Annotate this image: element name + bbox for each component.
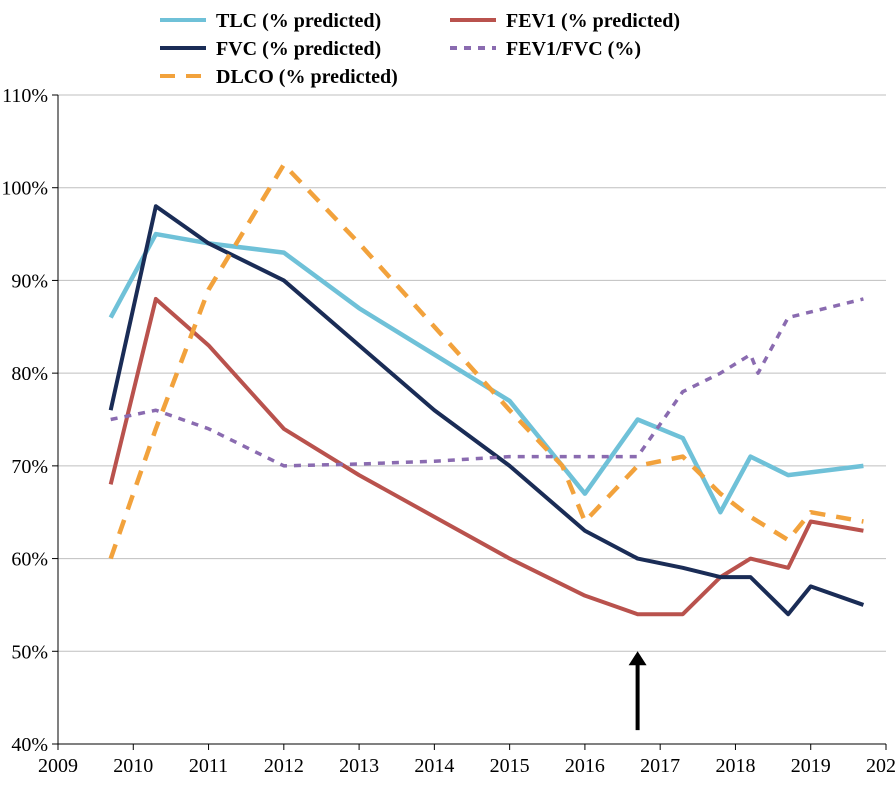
legend-label: FVC (% predicted)	[216, 38, 381, 60]
x-tick-label: 2017	[640, 755, 680, 777]
y-tick-label: 70%	[11, 456, 48, 478]
y-tick-label: 60%	[11, 549, 48, 571]
x-tick-label: 2015	[490, 755, 530, 777]
x-tick-label: 2019	[791, 755, 831, 777]
legend-label: DLCO (% predicted)	[216, 66, 398, 88]
x-tick-label: 2020	[866, 755, 896, 777]
x-tick-label: 2009	[38, 755, 78, 777]
y-tick-label: 100%	[1, 178, 48, 200]
legend-label: FEV1/FVC (%)	[506, 38, 641, 60]
x-tick-label: 2016	[565, 755, 605, 777]
x-tick-label: 2012	[264, 755, 304, 777]
y-tick-label: 90%	[11, 270, 48, 292]
x-tick-label: 2011	[189, 755, 228, 777]
y-tick-label: 40%	[11, 734, 48, 756]
x-tick-label: 2018	[715, 755, 755, 777]
chart-container: { "chart": { "type": "line", "width": 89…	[0, 0, 896, 789]
y-tick-label: 50%	[11, 641, 48, 663]
y-tick-label: 110%	[2, 85, 48, 107]
legend-label: TLC (% predicted)	[216, 10, 381, 32]
legend-label: FEV1 (% predicted)	[506, 10, 680, 32]
x-tick-label: 2013	[339, 755, 379, 777]
y-tick-label: 80%	[11, 363, 48, 385]
x-tick-label: 2014	[414, 755, 454, 777]
x-tick-label: 2010	[113, 755, 153, 777]
line-chart: 40% 50% 60% 70% 80% 90% 100% 110% 2009 2010 2011 20…	[0, 0, 896, 789]
